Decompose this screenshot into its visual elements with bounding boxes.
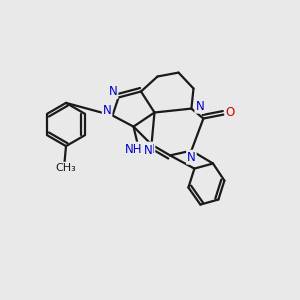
Text: O: O [226, 106, 235, 119]
Text: N: N [103, 103, 112, 117]
Text: N: N [143, 144, 152, 157]
Text: N: N [109, 85, 118, 98]
Text: CH₃: CH₃ [55, 163, 76, 173]
Text: H: H [146, 142, 154, 156]
Text: N: N [187, 151, 196, 164]
Text: N: N [195, 100, 204, 113]
Text: NH: NH [125, 142, 142, 156]
